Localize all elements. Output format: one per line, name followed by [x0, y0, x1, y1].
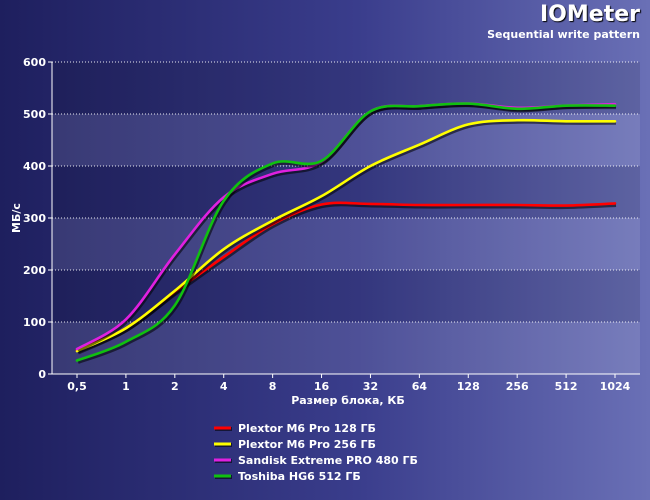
- x-tick-label: 32: [363, 380, 378, 393]
- legend-label: Plextor M6 Pro 256 ГБ: [238, 438, 376, 451]
- x-tick-label: 512: [555, 380, 578, 393]
- plot-area: [52, 62, 640, 374]
- x-tick-label: 16: [314, 380, 330, 393]
- x-axis-label: Размер блока, КБ: [291, 394, 405, 407]
- series-line-2: [75, 118, 617, 353]
- y-tick-label: 200: [23, 264, 46, 277]
- plot-band: [52, 166, 640, 218]
- legend-label: Plextor M6 Pro 128 ГБ: [238, 422, 376, 435]
- x-axis: 0,5 1 2 4 8 16 32 64 128 256 512 1024: [67, 374, 631, 393]
- y-tick-label: 100: [23, 316, 46, 329]
- chart-subtitle: Sequential write pattern: [487, 28, 640, 41]
- grid-lines: [51, 61, 640, 375]
- x-tick-label: 2: [171, 380, 179, 393]
- x-tick-label: 64: [412, 380, 428, 393]
- legend-label: Toshiba HG6 512 ГБ: [238, 470, 361, 483]
- series-line-shadow: [77, 119, 617, 355]
- legend: Plextor M6 Pro 128 ГБ Plextor M6 Pro 256 …: [214, 422, 418, 483]
- x-tick-label: 4: [220, 380, 228, 393]
- x-tick-label: 256: [506, 380, 529, 393]
- x-tick-label: 8: [269, 380, 277, 393]
- y-axis: 0 100 200 300 400 500 600: [23, 56, 52, 381]
- legend-label: Sandisk Extreme PRO 480 ГБ: [238, 454, 418, 467]
- x-tick-label: 0,5: [67, 380, 87, 393]
- x-tick-label: 1: [122, 380, 130, 393]
- x-tick-label: 1024: [600, 380, 631, 393]
- x-tick-label: 128: [457, 380, 480, 393]
- y-tick-label: 400: [23, 160, 46, 173]
- chart-title: IOMeter: [540, 2, 640, 27]
- y-tick-label: 300: [23, 212, 46, 225]
- y-tick-label: 500: [23, 108, 46, 121]
- series-line-shadow: [77, 103, 617, 364]
- series-lines: [75, 102, 617, 364]
- plot-band: [52, 322, 640, 374]
- series-line-4: [75, 102, 617, 362]
- y-tick-label: 0: [38, 368, 46, 381]
- y-tick-label: 600: [23, 56, 46, 69]
- plot-band: [52, 218, 640, 270]
- y-axis-label: МБ/с: [10, 203, 23, 233]
- plot-band: [52, 62, 640, 114]
- plot-band: [52, 270, 640, 322]
